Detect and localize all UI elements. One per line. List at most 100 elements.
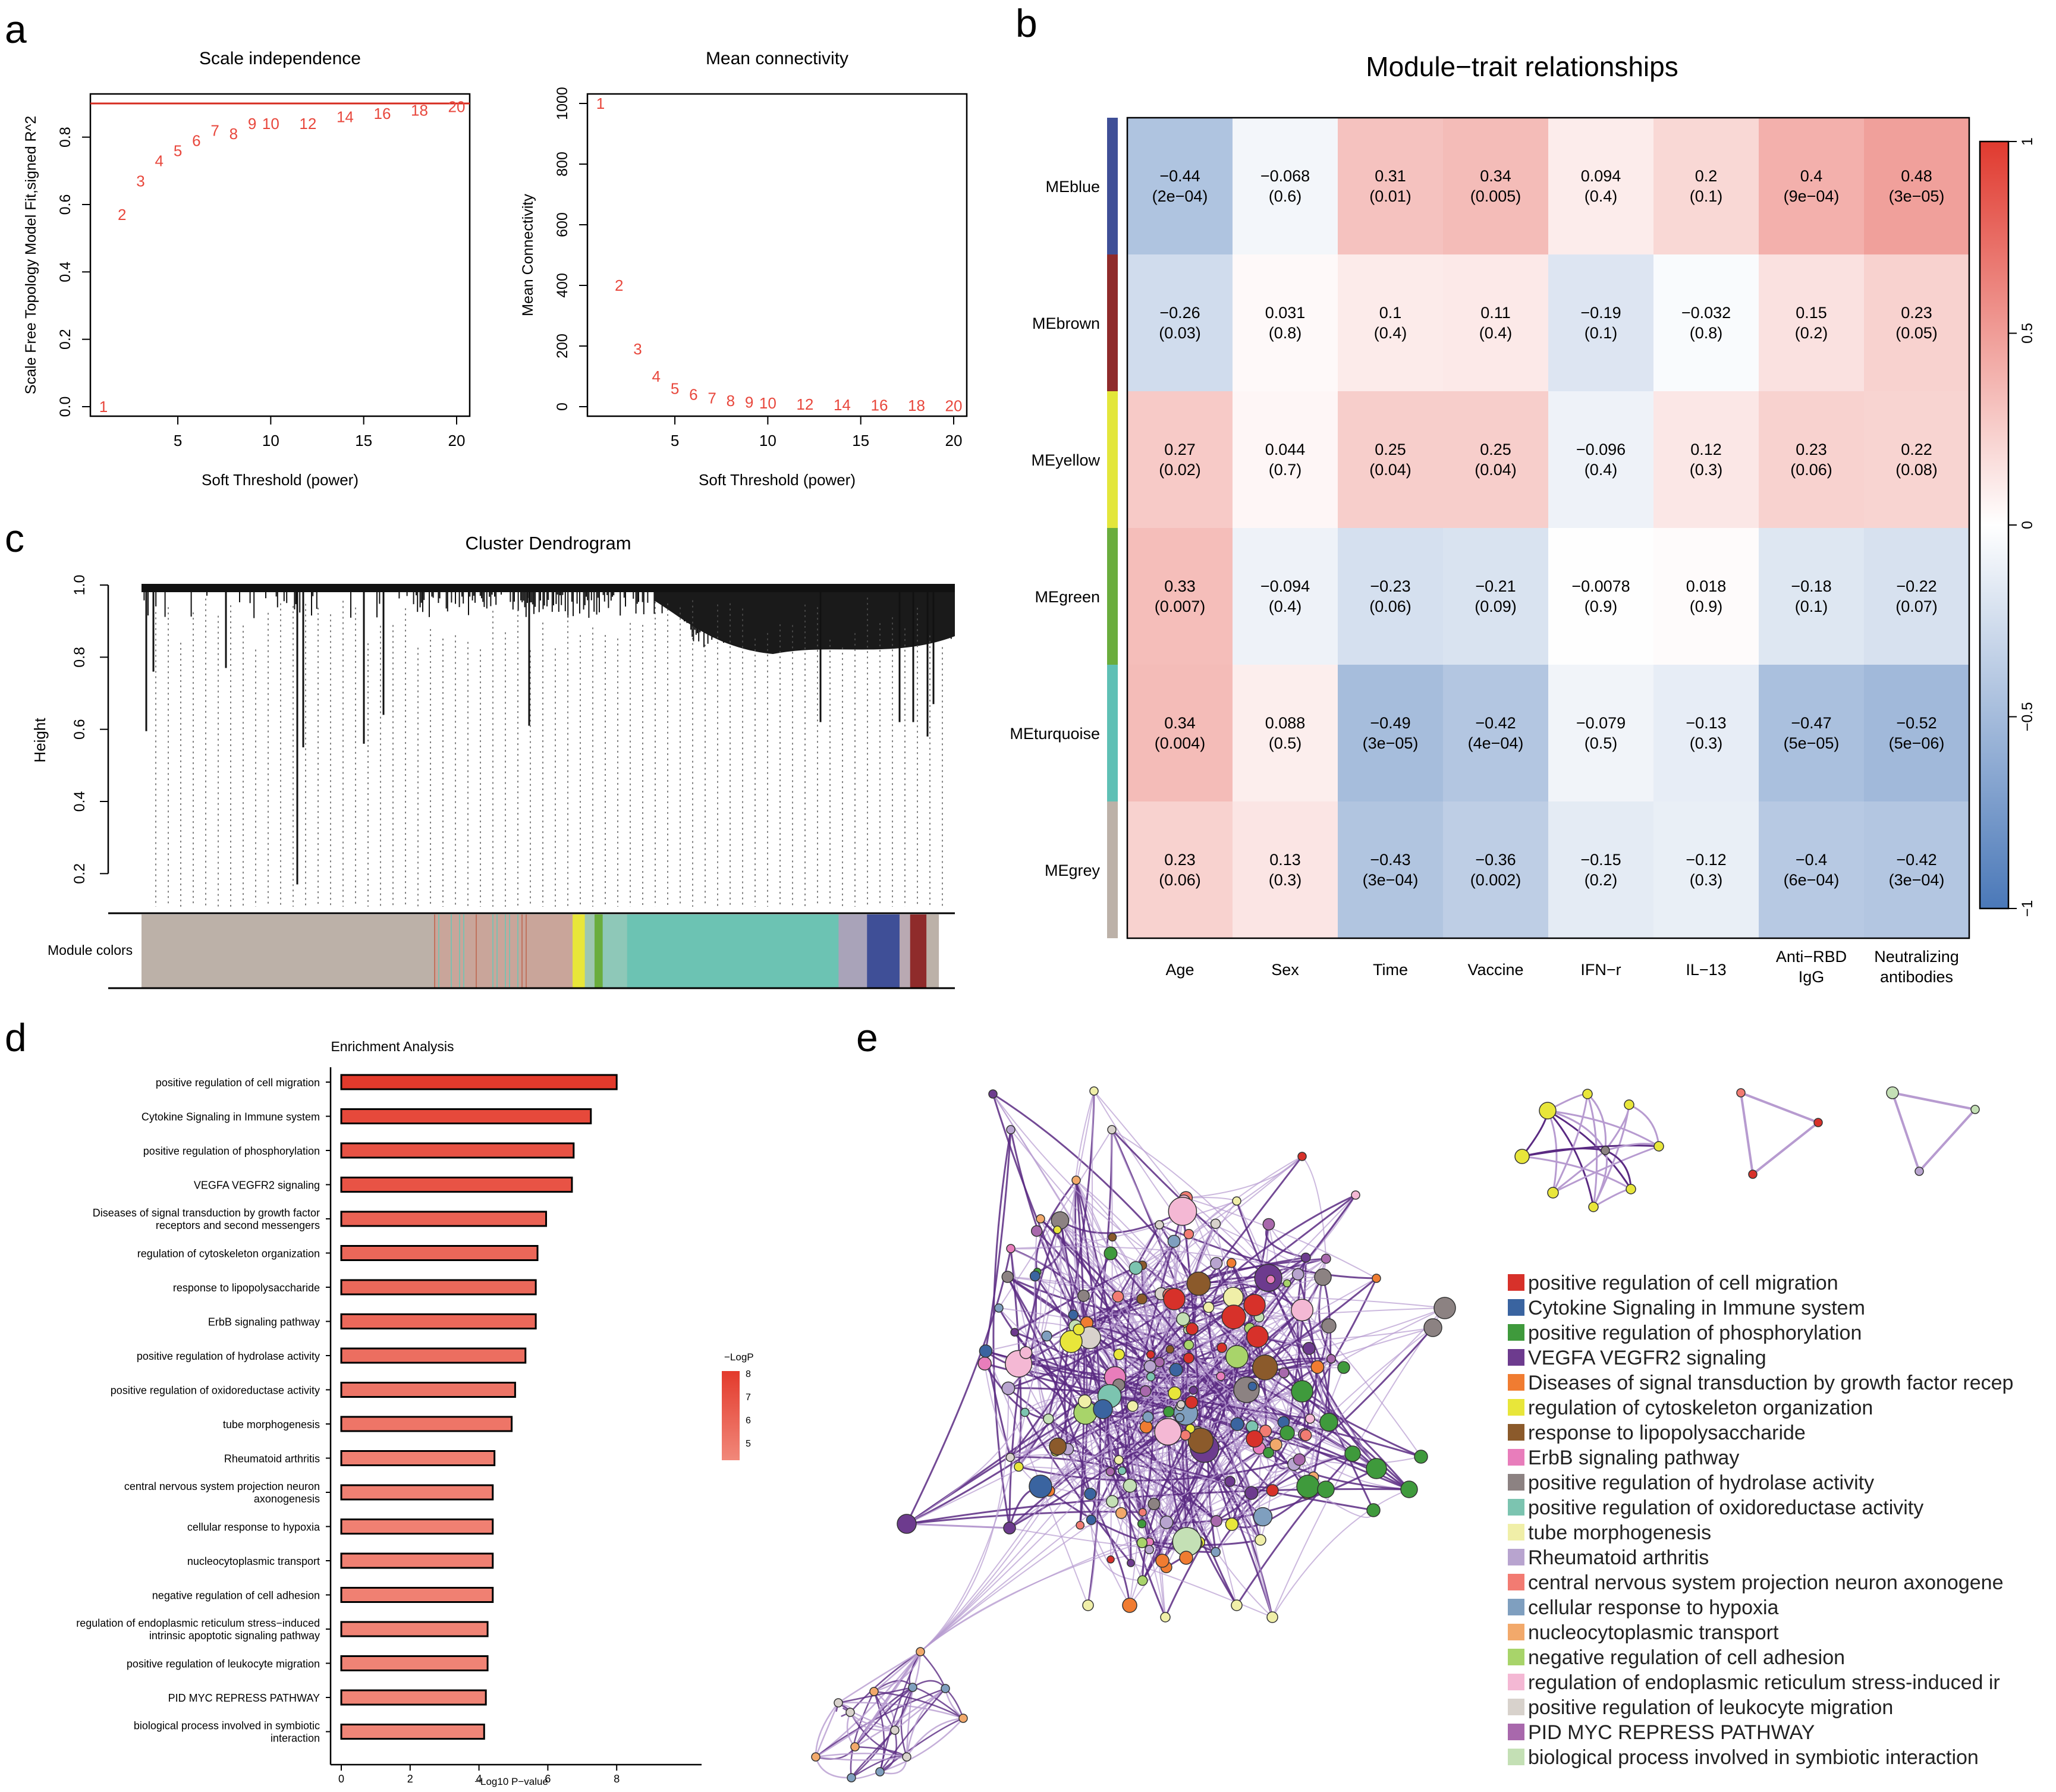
- x-tick-label: 10: [759, 432, 776, 449]
- cell-pvalue: (0.5): [1585, 734, 1618, 752]
- network-node: [941, 1684, 950, 1693]
- heatmap-cell: [1653, 801, 1759, 939]
- heatmap-cell: [1864, 391, 1970, 529]
- cell-value: −0.18: [1791, 577, 1831, 595]
- cell-pvalue: (0.7): [1269, 461, 1302, 479]
- column-label: antibodies: [1880, 968, 1953, 986]
- colorbar-tick-label: 0.5: [2019, 323, 2036, 344]
- enrichment-bar: [340, 1382, 516, 1398]
- network-node: [1084, 1488, 1097, 1500]
- network-edge: [1118, 1223, 1216, 1460]
- y-tick-label: 0.6: [57, 194, 74, 215]
- cell-value: −0.15: [1580, 851, 1621, 869]
- network-edge: [1547, 1109, 1632, 1190]
- network-node: [1304, 1413, 1315, 1424]
- network-edge: [1282, 1422, 1410, 1490]
- network-node: [1177, 1400, 1186, 1409]
- legend-label: positive regulation of hydrolase activit…: [1528, 1472, 1874, 1494]
- network-node: [1014, 1461, 1024, 1472]
- legend-title: −LogP: [724, 1351, 754, 1363]
- network-legend: positive regulation of cell migration Cyt…: [1508, 1272, 2013, 1769]
- enrichment-bar: [340, 1108, 592, 1124]
- network-node: [1139, 1420, 1153, 1433]
- enrichment-bar: [340, 1655, 489, 1671]
- point-label: 10: [759, 394, 776, 412]
- column-label: IgG: [1799, 968, 1825, 986]
- network-node: [1183, 1340, 1194, 1350]
- network-node: [1259, 1425, 1272, 1438]
- network-node: [1136, 1293, 1148, 1305]
- enrichment-title: Enrichment Analysis: [331, 1039, 454, 1054]
- enrichment-bar: [340, 1245, 539, 1261]
- heatmap-cell: [1548, 665, 1654, 802]
- cell-value: 0.4: [1800, 167, 1823, 185]
- legend-label: biological process involved in symbiotic…: [1528, 1746, 1979, 1769]
- legend-label: response to lipopolysaccharide: [1528, 1422, 1806, 1444]
- point-label: 3: [633, 340, 642, 358]
- network-node: [1433, 1297, 1456, 1319]
- legend-label: positive regulation of leukocyte migrati…: [1528, 1696, 1893, 1719]
- module-color-strip: [1107, 528, 1118, 665]
- x-tick-label: 20: [448, 432, 466, 449]
- cell-pvalue: (5e−06): [1889, 734, 1945, 752]
- x-axis-label: −Log10 P−value: [474, 1776, 548, 1787]
- legend-swatch: [1508, 1674, 1524, 1690]
- network-edge: [1040, 1316, 1260, 1487]
- heatmap-cell: [1233, 391, 1338, 529]
- legend-label: positive regulation of oxidoreductase ac…: [1528, 1497, 1923, 1519]
- y-tick-label: 0.6: [71, 719, 88, 740]
- cell-value: 0.48: [1901, 167, 1932, 185]
- network-edge: [992, 1093, 1199, 1284]
- network-node: [1114, 1455, 1124, 1465]
- network-node: [1108, 1233, 1117, 1242]
- enrichment-bar: [340, 1552, 494, 1569]
- network-edge: [1141, 1416, 1158, 1524]
- cell-pvalue: (0.4): [1585, 187, 1618, 205]
- network-node: [1280, 1425, 1295, 1441]
- cell-value: 0.23: [1901, 304, 1932, 322]
- heatmap-cell: [1759, 665, 1865, 802]
- network-node: [1232, 1196, 1241, 1206]
- cell-pvalue: (0.01): [1369, 187, 1411, 205]
- network-node: [1041, 1331, 1052, 1342]
- y-tick-label: 0: [554, 403, 571, 411]
- network-node: [1321, 1318, 1337, 1334]
- network-edge: [1890, 1091, 1978, 1174]
- network-node: [1262, 1447, 1275, 1458]
- module-color-segment: [910, 914, 927, 988]
- module-color-strip: [1107, 254, 1118, 391]
- network-node: [1148, 1498, 1161, 1511]
- cell-value: 0.25: [1375, 441, 1406, 458]
- cell-value: −0.44: [1159, 167, 1200, 185]
- point-label: 12: [299, 115, 316, 133]
- network-node: [1813, 1118, 1823, 1127]
- network-edge: [920, 1476, 1314, 1652]
- heatmap-cell: [1233, 801, 1338, 939]
- legend-swatch: [1508, 1524, 1524, 1541]
- network-node: [1291, 1380, 1313, 1403]
- network-node: [1221, 1304, 1246, 1329]
- y-tick-label: 0.4: [71, 791, 88, 812]
- network-node: [977, 1356, 992, 1371]
- heatmap-cell: [1653, 391, 1759, 529]
- point-label: 4: [155, 152, 164, 169]
- cell-pvalue: (0.005): [1470, 187, 1521, 205]
- network-node: [1266, 1275, 1275, 1284]
- cell-value: −0.12: [1686, 851, 1726, 869]
- network-edge: [1060, 1210, 1183, 1234]
- network-node: [1127, 1400, 1139, 1412]
- dendrogram-top: [142, 584, 955, 592]
- network-node: [1216, 1342, 1227, 1353]
- cell-pvalue: (0.8): [1269, 324, 1302, 342]
- module-color-stripe: [526, 914, 527, 988]
- cell-value: 0.25: [1480, 441, 1511, 458]
- network-node: [1113, 1348, 1125, 1360]
- module-color-stripe: [521, 914, 523, 988]
- network-node: [1302, 1342, 1316, 1355]
- network-node: [1077, 1290, 1090, 1302]
- network-edge: [906, 1412, 1026, 1524]
- dendrogram-mass: [654, 592, 955, 654]
- cell-pvalue: (0.3): [1269, 871, 1302, 889]
- heatmap-cell: [1338, 118, 1444, 255]
- module-color-strip: [1107, 801, 1118, 938]
